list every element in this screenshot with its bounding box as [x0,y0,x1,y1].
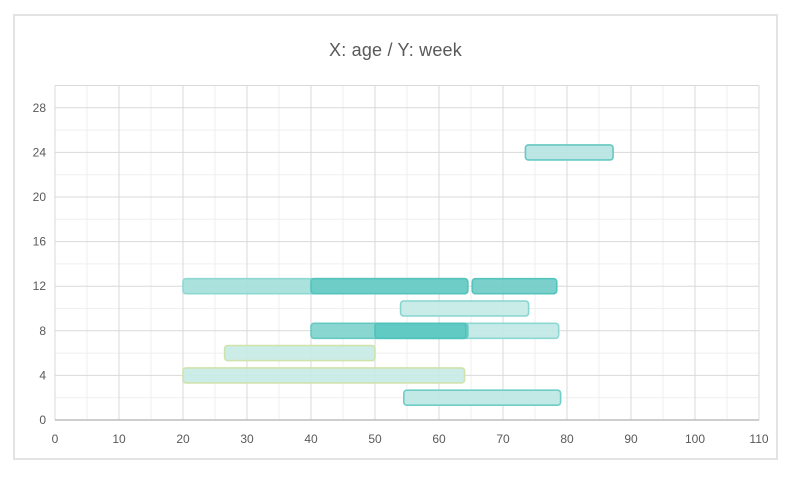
x-tick-label: 110 [749,432,768,446]
y-tick-label: 4 [39,368,46,382]
chart-bar-week-8 [374,322,467,340]
x-tick-label: 30 [240,432,254,446]
x-tick-label: 50 [368,432,382,446]
y-tick-label: 24 [33,145,47,159]
y-tick-label: 20 [33,190,47,204]
y-tick-label: 16 [33,235,47,249]
y-tick-label: 8 [39,324,46,338]
chart-bar-week-24 [524,144,614,161]
chart-bar-week-4 [182,367,466,384]
x-tick-label: 20 [176,432,190,446]
y-tick-label: 12 [33,279,47,293]
x-tick-label: 10 [112,432,126,446]
chart-title: X: age / Y: week [329,40,462,60]
chart-bar-week-10 [399,300,530,317]
chart-bar-week-12 [471,277,558,295]
x-tick-label: 0 [52,432,59,446]
chart-card: X: age / Y: week 0 10 20 30 40 50 60 70 80 90 100 1… [13,14,778,460]
y-tick-label: 28 [33,101,47,115]
x-tick-label: 90 [624,432,638,446]
chart-plot-area: 0 10 20 30 40 50 60 70 80 90 100 110 0 4 8 12 16 20 24 28 [33,85,769,446]
chart-bar-week-2 [402,389,562,407]
x-tick-label: 100 [685,432,705,446]
chart-bar-week-6 [223,344,376,362]
x-tick-label: 60 [432,432,446,446]
x-tick-label: 70 [496,432,510,446]
y-tick-label: 0 [39,413,46,427]
chart-bar-week-12 [310,277,469,295]
x-tick-label: 40 [304,432,318,446]
x-tick-label: 80 [560,432,574,446]
